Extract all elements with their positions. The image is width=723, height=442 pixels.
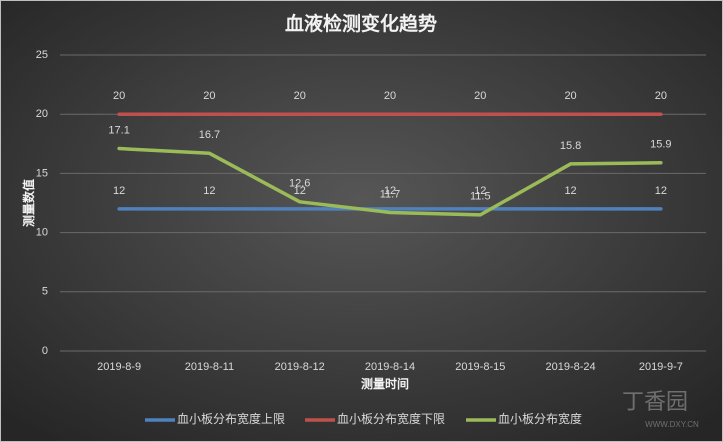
legend-label: 血小板分布宽度上限: [177, 411, 285, 426]
y-tick-label: 5: [42, 286, 48, 298]
y-tick-label: 10: [36, 227, 48, 239]
y-tick-label: 20: [36, 108, 48, 120]
data-label: 20: [203, 90, 215, 102]
data-label: 16.7: [199, 129, 220, 141]
data-label: 17.1: [108, 124, 129, 136]
data-label: 12: [113, 185, 125, 197]
data-label: 11.5: [470, 191, 491, 203]
data-label: 20: [294, 90, 306, 102]
data-label: 11.7: [380, 188, 401, 200]
chart-title: 血液检测变化趋势: [285, 12, 437, 35]
data-label: 12: [564, 185, 576, 197]
series-line: [117, 146, 663, 217]
data-label: 12.6: [289, 178, 310, 190]
data-label: 20: [384, 90, 396, 102]
y-axis-title: 测量数值: [21, 179, 36, 227]
data-label: 20: [655, 90, 667, 102]
data-label: 20: [564, 90, 576, 102]
legend-label: 血小板分布宽度下限: [337, 411, 445, 426]
y-tick-label: 15: [36, 167, 48, 179]
data-label: 12: [203, 185, 215, 197]
data-label: 15.8: [560, 140, 581, 152]
x-tick-label: 2019-8-15: [455, 361, 505, 373]
data-label: 12: [384, 185, 396, 197]
data-label: 12: [294, 185, 306, 197]
x-tick-label: 2019-9-7: [639, 361, 683, 373]
data-label: 20: [474, 90, 486, 102]
data-label: 12: [474, 185, 486, 197]
x-tick-label: 2019-8-14: [365, 361, 415, 373]
x-tick-label: 2019-8-11: [185, 361, 234, 373]
y-tick-label: 0: [42, 345, 48, 357]
x-tick-label: 2019-8-12: [275, 361, 325, 373]
x-tick-label: 2019-8-24: [545, 361, 595, 373]
x-tick-label: 2019-8-9: [97, 361, 141, 373]
legend-label: 血小板分布宽度: [498, 411, 582, 426]
x-axis-title: 测量时间: [361, 376, 409, 391]
y-tick-label: 25: [36, 49, 48, 61]
data-label: 20: [113, 90, 125, 102]
data-label: 12: [655, 185, 667, 197]
data-label: 15.9: [650, 139, 671, 151]
watermark: 丁香园: [622, 389, 688, 414]
watermark-url: WWW.DXY.CN: [645, 420, 699, 429]
